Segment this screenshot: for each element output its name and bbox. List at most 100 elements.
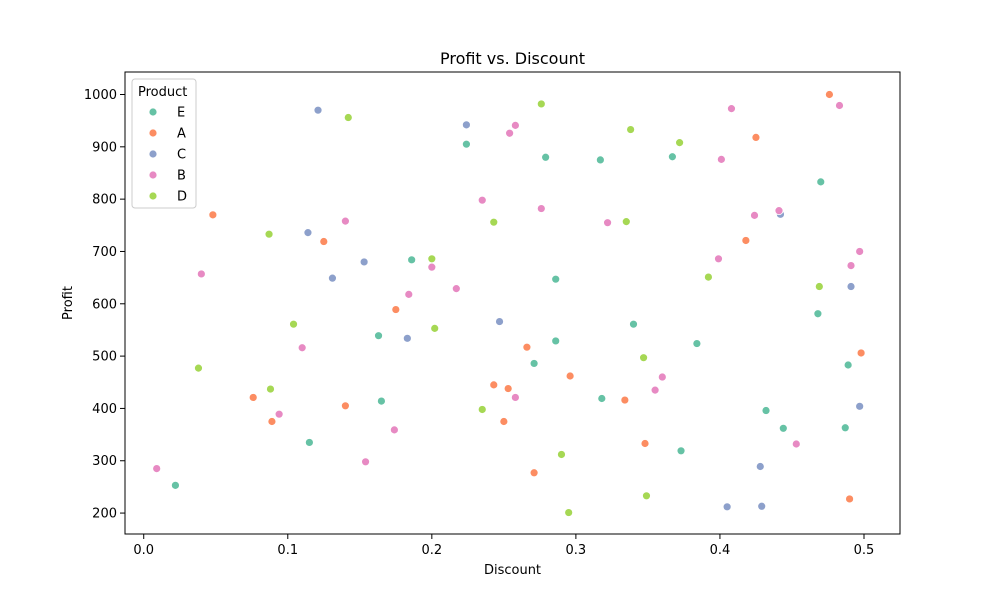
data-point-E <box>551 336 561 346</box>
data-point-D <box>477 405 487 414</box>
x-tick-label: 0.1 <box>277 543 298 558</box>
y-tick-label: 1000 <box>84 88 117 103</box>
x-axis-label: Discount <box>484 563 541 578</box>
data-point-D <box>536 99 546 109</box>
legend-label-B: B <box>177 169 186 184</box>
chart-title: Profit vs. Discount <box>440 49 585 68</box>
data-point-B <box>791 439 801 449</box>
y-tick-label: 400 <box>92 402 117 417</box>
y-tick-label: 900 <box>92 140 117 155</box>
data-point-A <box>503 384 513 393</box>
data-point-A <box>825 90 834 99</box>
data-point-B <box>505 128 515 138</box>
data-point-A <box>751 133 761 142</box>
y-axis-ticks: 200 300 400 500 600 700 800 900 1000 <box>84 88 125 522</box>
y-tick-label: 500 <box>92 350 117 365</box>
data-point-C <box>402 333 412 343</box>
data-point-D <box>427 254 437 264</box>
data-point-E <box>304 438 314 447</box>
x-tick-label: 0.5 <box>854 543 875 558</box>
data-point-D <box>343 113 353 122</box>
data-point-B <box>714 254 723 264</box>
data-point-B <box>536 204 546 213</box>
data-point-D <box>642 491 651 501</box>
data-point-B <box>750 210 759 220</box>
data-point-C <box>757 501 767 511</box>
data-point-A <box>529 468 539 478</box>
data-point-B <box>774 206 784 216</box>
data-point-D <box>264 229 274 239</box>
data-point-A <box>248 393 258 402</box>
data-point-E <box>462 139 471 149</box>
legend-label-E: E <box>177 106 185 121</box>
x-tick-label: 0.0 <box>133 543 154 558</box>
data-point-D <box>704 272 713 282</box>
data-point-E <box>667 152 677 162</box>
data-point-E <box>778 423 788 433</box>
data-point-B <box>650 385 660 395</box>
data-point-E <box>407 255 417 265</box>
x-tick-label: 0.3 <box>566 543 587 558</box>
data-point-C <box>359 257 369 267</box>
y-tick-label: 800 <box>92 193 117 208</box>
data-point-D <box>814 282 824 291</box>
data-point-E <box>597 394 607 403</box>
data-point-B <box>846 261 856 270</box>
data-point-E <box>629 319 638 329</box>
y-tick-label: 600 <box>92 297 117 312</box>
data-point-D <box>564 508 574 517</box>
legend-marker-C <box>148 149 158 159</box>
legend-marker-D <box>148 191 158 201</box>
data-point-A <box>499 417 509 426</box>
data-point-E <box>692 339 702 348</box>
data-point-B <box>152 464 162 473</box>
y-tick-label: 300 <box>92 454 117 469</box>
data-point-C <box>328 273 337 283</box>
data-point-D <box>266 384 275 394</box>
data-point-C <box>495 317 504 326</box>
data-point-B <box>274 409 284 419</box>
data-point-B <box>477 195 487 205</box>
data-point-C <box>722 502 732 512</box>
data-point-B <box>340 216 350 226</box>
y-axis-label: Profit <box>61 286 76 320</box>
data-point-A <box>391 305 401 314</box>
data-point-B <box>657 372 667 382</box>
data-point-E <box>541 152 551 162</box>
data-point-D <box>621 217 631 227</box>
data-point-E <box>843 360 853 370</box>
data-point-B <box>727 104 736 114</box>
data-point-B <box>361 457 370 467</box>
data-point-D <box>194 363 203 373</box>
legend-box <box>131 78 197 209</box>
data-point-D <box>289 319 298 329</box>
data-point-E <box>374 331 383 341</box>
y-tick-label: 700 <box>92 245 117 260</box>
plot-frame <box>124 71 901 535</box>
data-point-D <box>489 217 499 227</box>
data-point-B <box>603 218 612 228</box>
data-point-B <box>196 269 206 279</box>
data-point-B <box>716 154 726 164</box>
x-tick-label: 0.2 <box>421 543 442 558</box>
legend-label-A: A <box>177 127 186 142</box>
data-point-A <box>522 342 532 352</box>
data-point-B <box>835 101 844 110</box>
data-point-A <box>208 210 218 220</box>
data-point-C <box>846 282 856 291</box>
data-point-E <box>816 177 826 187</box>
data-point-C <box>303 228 313 238</box>
data-point-A <box>340 401 350 411</box>
legend-label-C: C <box>177 148 186 163</box>
data-point-A <box>741 236 751 245</box>
data-point-E <box>840 423 850 433</box>
data-point-A <box>267 417 277 426</box>
data-point-E <box>529 359 539 368</box>
legend-title: Product <box>138 85 187 100</box>
data-point-B <box>510 393 520 402</box>
legend-marker-B <box>148 170 158 180</box>
data-point-E <box>761 406 771 415</box>
